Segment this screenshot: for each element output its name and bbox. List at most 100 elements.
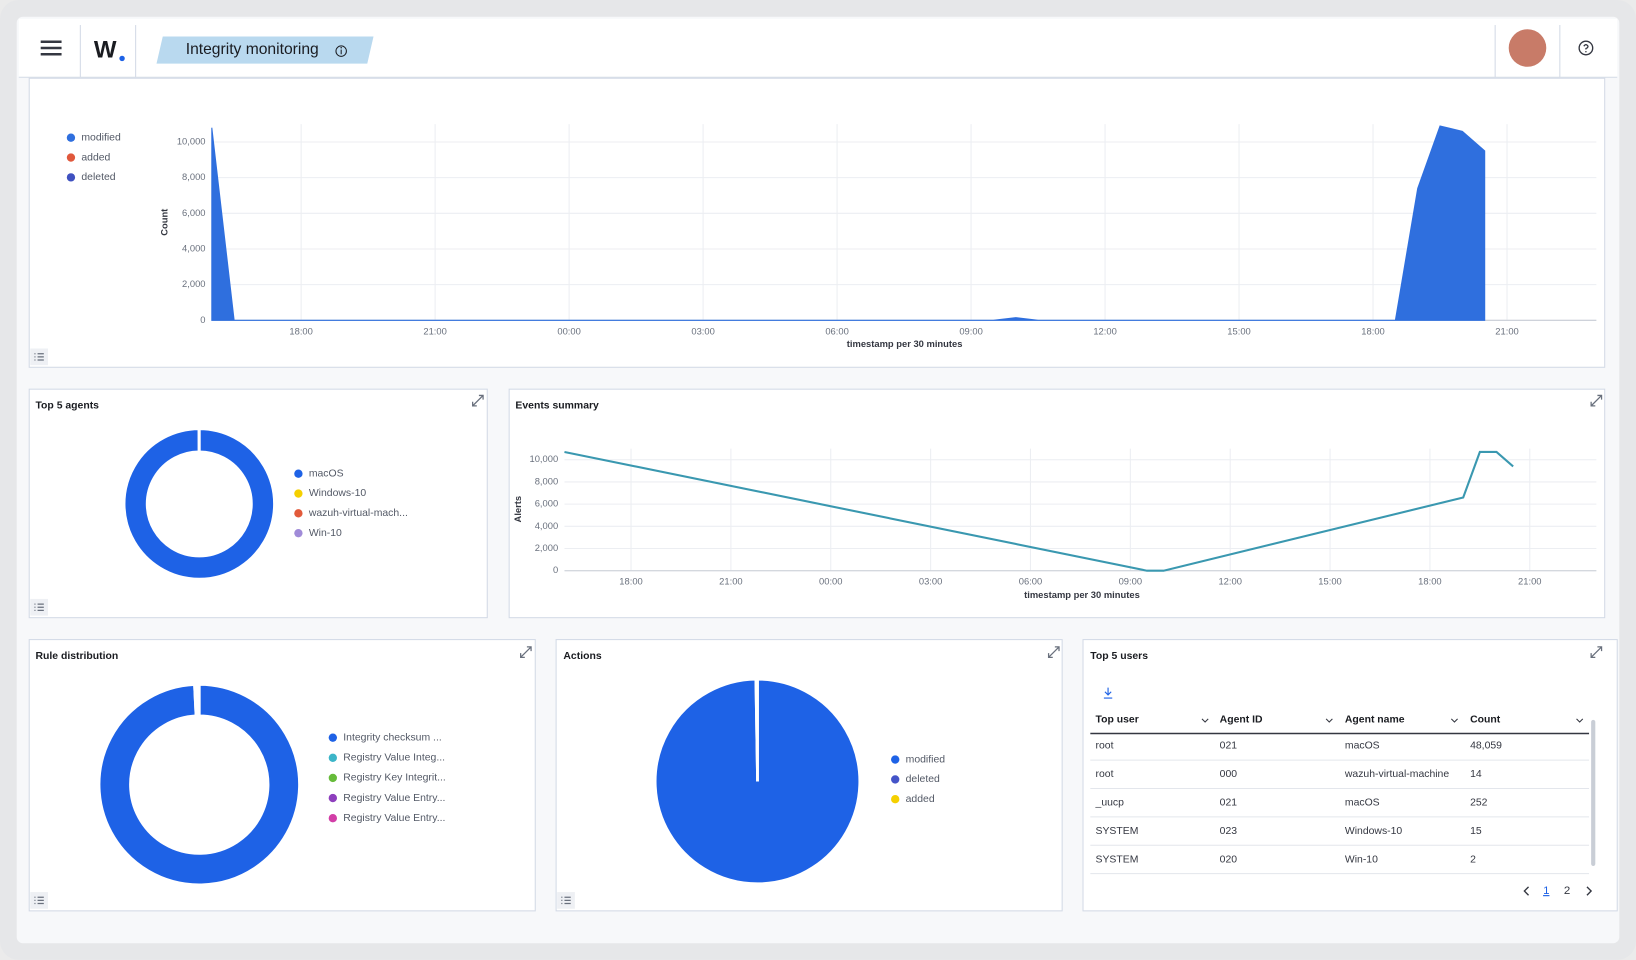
legend-label[interactable]: added [81,152,110,163]
x-tick-label: 03:00 [919,576,942,587]
area [211,125,1486,321]
legend-label[interactable]: modified [906,754,946,765]
legend-swatch[interactable] [328,793,338,803]
legend-label[interactable]: modified [81,132,121,143]
column-header[interactable]: Top user [1096,715,1139,726]
breadcrumb-tab[interactable] [156,36,374,64]
table-cell: SYSTEM [1096,826,1139,837]
y-tick-label: 2,000 [535,542,558,553]
y-tick-label: 4,000 [535,520,558,531]
sort-chevron[interactable] [1325,718,1333,723]
slice[interactable] [123,427,276,581]
legend-swatch[interactable] [891,775,900,784]
panel-title: Events summary [515,401,599,412]
prev-page[interactable] [1523,886,1530,896]
expand-icon[interactable] [1590,646,1603,658]
expand-icon[interactable] [1047,646,1060,658]
page-link[interactable]: 2 [1564,885,1570,897]
next-page[interactable] [1586,886,1593,896]
legend-swatch[interactable] [294,469,303,478]
expand-icon[interactable] [520,646,532,658]
table-cell: _uucp [1095,798,1125,809]
info-icon[interactable] [335,45,347,57]
column-header[interactable]: Agent name [1345,715,1405,726]
x-tick-label: 18:00 [619,576,642,587]
x-tick-label: 12:00 [1093,325,1116,336]
table-cell: root [1096,741,1114,752]
legend-swatch[interactable] [891,795,900,804]
legend-label[interactable]: added [906,794,935,805]
panel-title: Top 5 agents [35,401,99,412]
y-tick-label: 2,000 [182,278,205,289]
legend-swatch[interactable] [328,753,338,762]
x-tick-label: 09:00 [1119,576,1142,587]
legend-swatch[interactable] [328,733,338,742]
line [564,450,1514,572]
legend-label[interactable]: Registry Key Integrit... [343,773,446,784]
sort-chevron[interactable] [1201,718,1209,723]
x-tick-label: 03:00 [691,325,714,336]
menu-button[interactable] [40,40,62,56]
y-tick-label: 8,000 [535,475,558,486]
legend-label[interactable]: Registry Value Entry... [343,813,445,824]
panel [1082,639,1618,912]
download-icon[interactable] [1103,687,1113,699]
expand-icon[interactable] [472,394,484,407]
legend-swatch[interactable] [294,489,303,498]
logo[interactable]: W [94,36,117,63]
table-cell: root [1096,769,1114,780]
x-tick-label: 00:00 [819,576,842,587]
legend-swatch[interactable] [66,153,76,162]
table-cell: 021 [1220,741,1238,752]
legend-label[interactable]: Windows-10 [309,488,367,499]
legend-swatch[interactable] [66,133,76,142]
legend-toggle[interactable] [30,348,48,366]
table-cell: 2 [1470,854,1476,865]
y-tick-label: 8,000 [182,171,205,182]
sort-chevron[interactable] [1450,718,1458,723]
table-cell: 023 [1220,826,1238,837]
legend-toggle[interactable] [30,892,48,909]
table-cell: Win-10 [1345,854,1378,865]
expand-icon[interactable] [1590,394,1603,407]
legend-toggle[interactable] [557,892,575,909]
page-link[interactable]: 1 [1543,885,1549,897]
legend-swatch[interactable] [891,755,900,764]
logo-dot [119,55,125,62]
legend-label[interactable]: macOS [309,468,344,479]
y-tick-label: 4,000 [182,242,205,253]
legend-label[interactable]: Integrity checksum ... [343,732,441,743]
avatar[interactable] [1508,29,1547,67]
y-tick-label: 6,000 [182,207,205,218]
legend-toggle[interactable] [30,598,48,616]
y-tick-label: 0 [553,564,558,575]
legend-label[interactable]: deleted [906,774,940,785]
x-tick-label: 06:00 [825,325,848,336]
sort-chevron[interactable] [1576,718,1584,723]
x-tick-label: 21:00 [1518,576,1541,587]
x-tick-label: 00:00 [557,325,580,336]
help-icon[interactable] [1578,40,1594,56]
slice[interactable] [97,683,301,887]
legend-swatch[interactable] [294,528,303,538]
column-header[interactable]: Agent ID [1220,715,1263,726]
table-cell: 020 [1220,854,1238,865]
column-header[interactable]: Count [1470,715,1501,726]
legend-swatch[interactable] [66,173,76,182]
legend-label[interactable]: Win-10 [309,528,342,539]
legend-label[interactable]: wazuh-virtual-mach... [308,508,408,519]
x-tick-label: 12:00 [1218,576,1241,587]
scrollbar [1591,719,1596,866]
legend-label[interactable]: Registry Value Integ... [343,753,445,764]
x-axis-label: timestamp per 30 minutes [847,338,963,349]
legend-swatch[interactable] [294,509,303,518]
legend-label[interactable]: deleted [81,172,115,183]
legend-swatch[interactable] [328,773,338,783]
y-axis-label: Alerts [512,496,523,523]
x-tick-label: 21:00 [719,576,742,587]
panel [28,77,1606,368]
legend-swatch[interactable] [328,814,338,823]
x-tick-label: 15:00 [1227,325,1250,336]
legend-label[interactable]: Registry Value Entry... [343,793,445,804]
